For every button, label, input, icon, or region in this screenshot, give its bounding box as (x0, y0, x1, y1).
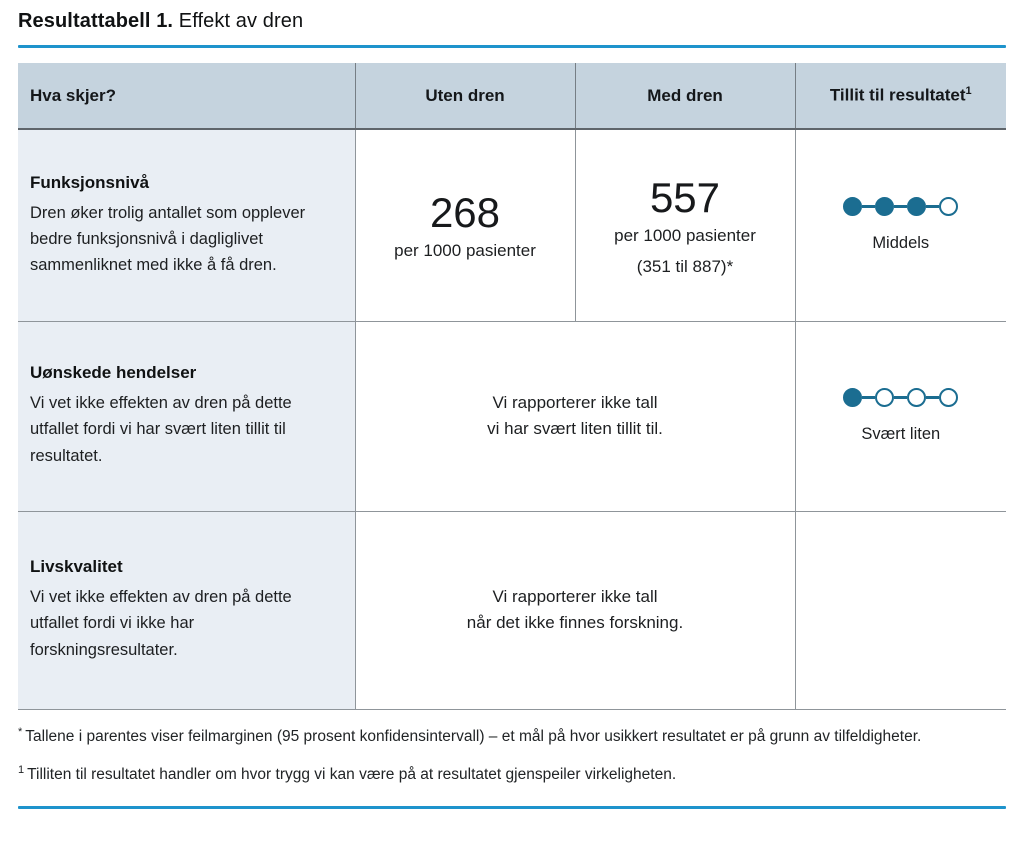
without-dren-number: 268 (429, 189, 501, 237)
with-dren-value-cell: 557 per 1000 pasienter (351 til 887)* (575, 129, 796, 322)
outcome-description: Vi vet ikke effekten av dren på dette ut… (30, 588, 292, 659)
no-numbers-reported-cell: Vi rapporterer ikke tall når det ikke fi… (355, 511, 796, 710)
column-header-with-dren: Med dren (574, 63, 795, 130)
no-numbers-reported-cell: Vi rapporterer ikke tall vi har svært li… (355, 321, 796, 512)
footnote-star-marker: * (18, 725, 23, 738)
table-number-label: Resultattabell 1. (18, 10, 174, 32)
table-row-livskvalitet: Livskvalitet Vi vet ikke effekten av dre… (18, 511, 1006, 710)
confidence-interval: (351 til 887)* (636, 256, 734, 276)
outcome-description: Vi vet ikke effekten av dren på dette ut… (30, 394, 292, 465)
top-divider (18, 45, 1006, 48)
header-row: Hva skjer? Uten dren Med dren Tillit til… (18, 63, 1006, 130)
outcome-cell-livskvalitet: Livskvalitet Vi vet ikke effekten av dre… (18, 511, 356, 710)
footnote-1-marker: 1 (18, 763, 25, 776)
results-table-page: Resultattabell 1. Effekt av dren Hva skj… (18, 10, 1006, 810)
table-row-funksjonsniva: Funksjonsnivå Dren øker trolig antallet … (18, 129, 1006, 322)
results-table: Hva skjer? Uten dren Med dren Tillit til… (18, 63, 1006, 710)
footnote-confidence-interval: * Tallene i parentes viser feilmarginen (… (18, 724, 1006, 748)
certainty-header-label: Tillit til resultatet (829, 85, 966, 105)
column-header-certainty: Tillit til resultatet1 (794, 63, 1006, 130)
outcome-name: Livskvalitet (30, 557, 123, 577)
certainty-label: Middels (872, 234, 930, 253)
page-title: Resultattabell 1. Effekt av dren (18, 10, 1006, 33)
certainty-cell: Middels (795, 129, 1006, 322)
outcome-cell-funksjonsniva: Funksjonsnivå Dren øker trolig antallet … (18, 129, 356, 322)
outcome-cell-uonskede-hendelser: Uønskede hendelser Vi vet ikke effekten … (18, 321, 356, 512)
outcome-name: Uønskede hendelser (30, 363, 197, 383)
outcome-name: Funksjonsnivå (30, 172, 150, 192)
no-numbers-line-1: Vi rapporterer ikke tall (492, 586, 658, 606)
without-dren-unit: per 1000 pasienter (394, 241, 536, 261)
certainty-cell: Svært liten (795, 321, 1006, 512)
certainty-footnote-marker: 1 (965, 85, 972, 98)
certainty-label: Svært liten (861, 425, 941, 443)
certainty-dots-icon (806, 197, 997, 217)
no-numbers-line-2: når det ikke finnes forskning. (466, 613, 684, 632)
table-row-uonskede-hendelser: Uønskede hendelser Vi vet ikke effekten … (18, 321, 1006, 512)
table-subject-label: Effekt av dren (178, 10, 304, 32)
certainty-dots-icon (806, 388, 997, 407)
with-dren-unit: per 1000 pasienter (614, 225, 756, 245)
bottom-divider (18, 806, 1006, 810)
certainty-cell-empty (795, 511, 1006, 710)
with-dren-number: 557 (649, 173, 721, 221)
no-numbers-line-1: Vi rapporterer ikke tall (492, 392, 658, 412)
column-header-what-happens: Hva skjer? (18, 63, 355, 130)
without-dren-value-cell: 268 per 1000 pasienter (355, 129, 576, 322)
column-header-without-dren: Uten dren (354, 63, 575, 130)
outcome-description: Dren øker trolig antallet som opplever b… (30, 203, 306, 274)
footnote-certainty: 1 Tilliten til resultatet handler om hvor… (18, 762, 1006, 786)
no-numbers-line-2: vi har svært liten tillit til. (487, 419, 663, 438)
footnote-text: Tallene i parentes viser feilmarginen (9… (25, 727, 922, 745)
footnote-text: Tilliten til resultatet handler om hvor … (27, 766, 677, 784)
